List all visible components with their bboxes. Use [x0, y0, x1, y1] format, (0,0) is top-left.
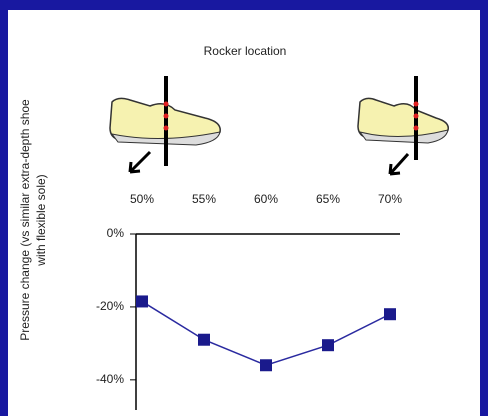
- page: Rocker location Pressure change (vs simi…: [0, 0, 488, 416]
- panel: [8, 10, 480, 416]
- data-point: [384, 308, 396, 320]
- data-point: [136, 295, 148, 307]
- y-label-line: with flexible sole): [34, 174, 48, 266]
- data-point: [260, 359, 272, 371]
- y-tick-label: -20%: [96, 299, 124, 313]
- x-tick-label: 60%: [254, 192, 278, 206]
- y-tick-label: -40%: [96, 372, 124, 386]
- y-tick-label: 0%: [107, 226, 125, 240]
- x-tick-label: 65%: [316, 192, 340, 206]
- chart: Rocker location Pressure change (vs simi…: [0, 0, 488, 416]
- x-tick-label: 50%: [130, 192, 154, 206]
- data-point: [198, 334, 210, 346]
- data-point: [322, 339, 334, 351]
- x-tick-label: 70%: [378, 192, 402, 206]
- y-label-line: Pressure change (vs similar extra-depth …: [18, 99, 32, 341]
- x-tick-label: 55%: [192, 192, 216, 206]
- chart-title: Rocker location: [204, 44, 287, 58]
